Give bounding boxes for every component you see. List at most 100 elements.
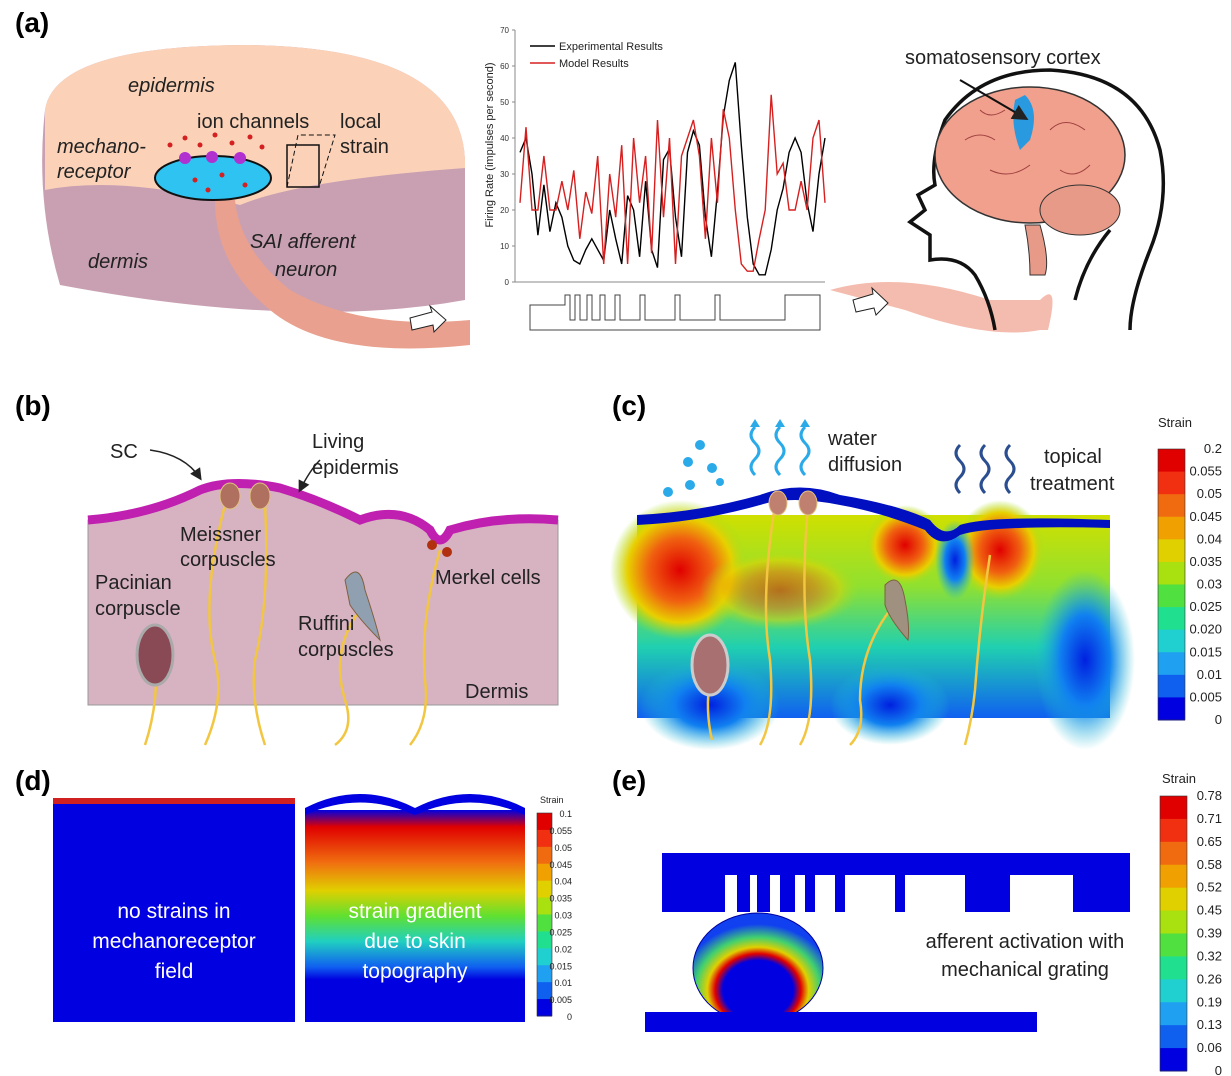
label: epidermis: [128, 75, 215, 97]
label: (d): [15, 765, 51, 796]
label: 0.06: [1197, 1040, 1222, 1055]
label: diffusion: [828, 454, 902, 476]
label: afferent activation with: [926, 931, 1125, 953]
label: 0.005: [549, 995, 572, 1005]
label: 0.005: [1189, 689, 1222, 704]
label: mechanical grating: [941, 959, 1109, 981]
label: Dermis: [465, 681, 528, 703]
colorbar-band: [1160, 934, 1187, 957]
label: Merkel cells: [435, 567, 541, 589]
label: Strain: [540, 795, 564, 805]
legend-label: Experimental Results: [559, 41, 663, 53]
label: mechanoreceptor: [92, 930, 255, 953]
label: 0.52: [1197, 880, 1222, 895]
label: (b): [15, 390, 51, 421]
label: 0.055: [549, 826, 572, 836]
panel-a-drawing: [42, 45, 470, 348]
label: 0: [1215, 712, 1222, 727]
label: 0.045: [549, 860, 572, 870]
label: Ruffini: [298, 613, 354, 635]
panel-a-brain: [830, 70, 1163, 333]
label: Living: [312, 431, 364, 453]
label: treatment: [1030, 473, 1115, 495]
label: receptor: [57, 161, 132, 183]
label: 0.58: [1197, 857, 1222, 872]
label: 0.025: [549, 927, 572, 937]
series-line: [520, 62, 825, 274]
colorbar-band: [1158, 449, 1185, 472]
y-tick-label: 60: [500, 62, 509, 71]
label: ion channels: [197, 111, 309, 133]
label: 0.03: [554, 911, 572, 921]
label: 0.04: [554, 877, 572, 887]
label: corpuscles: [180, 549, 276, 571]
label: 0.19: [1197, 994, 1222, 1009]
label: Pacinian: [95, 572, 172, 594]
label: field: [155, 960, 194, 983]
colorbar-band: [1158, 494, 1185, 517]
label: 0.01: [1197, 667, 1222, 682]
figure: (a)(b)(c)(d)(e)epidermision channelsloca…: [0, 0, 1231, 1076]
colorbar-band: [1158, 517, 1185, 540]
label: topical: [1044, 446, 1102, 468]
colorbar-band: [1160, 956, 1187, 979]
colorbar-band: [1160, 1025, 1187, 1048]
label: somatosensory cortex: [905, 47, 1101, 69]
label: 0.65: [1197, 834, 1222, 849]
colorbar-band: [1158, 607, 1185, 630]
label: 0.1: [559, 809, 572, 819]
colorbar-band: [1160, 819, 1187, 842]
y-tick-label: 30: [500, 170, 509, 179]
legend-label: Model Results: [559, 58, 629, 70]
label: 0.32: [1197, 948, 1222, 963]
y-tick-label: 0: [505, 278, 510, 287]
panel-a-square-wave: [530, 295, 820, 330]
colorbar-band: [1160, 796, 1187, 819]
label: epidermis: [312, 457, 399, 479]
label: 0.04: [1197, 531, 1222, 546]
label: 0.025: [1189, 599, 1222, 614]
colorbar-band: [1158, 675, 1185, 698]
label: SC: [110, 441, 138, 463]
label: 0.26: [1197, 971, 1222, 986]
colorbar-band: [1160, 1048, 1187, 1071]
colorbar-band: [1158, 585, 1185, 608]
label: 0: [1215, 1063, 1222, 1076]
label: 0: [567, 1012, 572, 1022]
label: 0.045: [1189, 509, 1222, 524]
label: Strain: [1158, 415, 1192, 430]
label: 0.45: [1197, 903, 1222, 918]
label: 0.035: [1189, 554, 1222, 569]
label: Strain: [1162, 771, 1196, 786]
y-tick-label: 70: [500, 26, 509, 35]
label: dermis: [88, 251, 148, 273]
label: due to skin: [364, 930, 466, 953]
colorbar-band: [1160, 1002, 1187, 1025]
colorbar-band: [1158, 539, 1185, 562]
label: (a): [15, 7, 49, 38]
colorbar-band: [1160, 842, 1187, 865]
colorbar-band: [1160, 888, 1187, 911]
label: 0.13: [1197, 1017, 1222, 1032]
y-axis-label: Firing Rate (impulses per second): [484, 62, 496, 227]
label: 0.02: [554, 944, 572, 954]
label: 0.020: [1189, 622, 1222, 637]
colorbar-band: [1160, 865, 1187, 888]
label: strain gradient: [348, 900, 481, 923]
label: topography: [362, 960, 468, 983]
label: 0.03: [1197, 577, 1222, 592]
label: 0.2: [1204, 441, 1222, 456]
label: mechano-: [57, 136, 146, 158]
colorbar-band: [1158, 652, 1185, 675]
label: 0.71: [1197, 811, 1222, 826]
colorbar-band: [1160, 911, 1187, 934]
y-tick-label: 20: [500, 206, 509, 215]
y-tick-label: 40: [500, 134, 509, 143]
colorbar-band: [1158, 697, 1185, 720]
label: 0.05: [554, 843, 572, 853]
label: corpuscle: [95, 598, 181, 620]
label: SAI afferent: [250, 231, 357, 253]
label: 0.055: [1189, 464, 1222, 479]
label: 0.015: [1189, 644, 1222, 659]
colorbar-band: [1160, 979, 1187, 1002]
